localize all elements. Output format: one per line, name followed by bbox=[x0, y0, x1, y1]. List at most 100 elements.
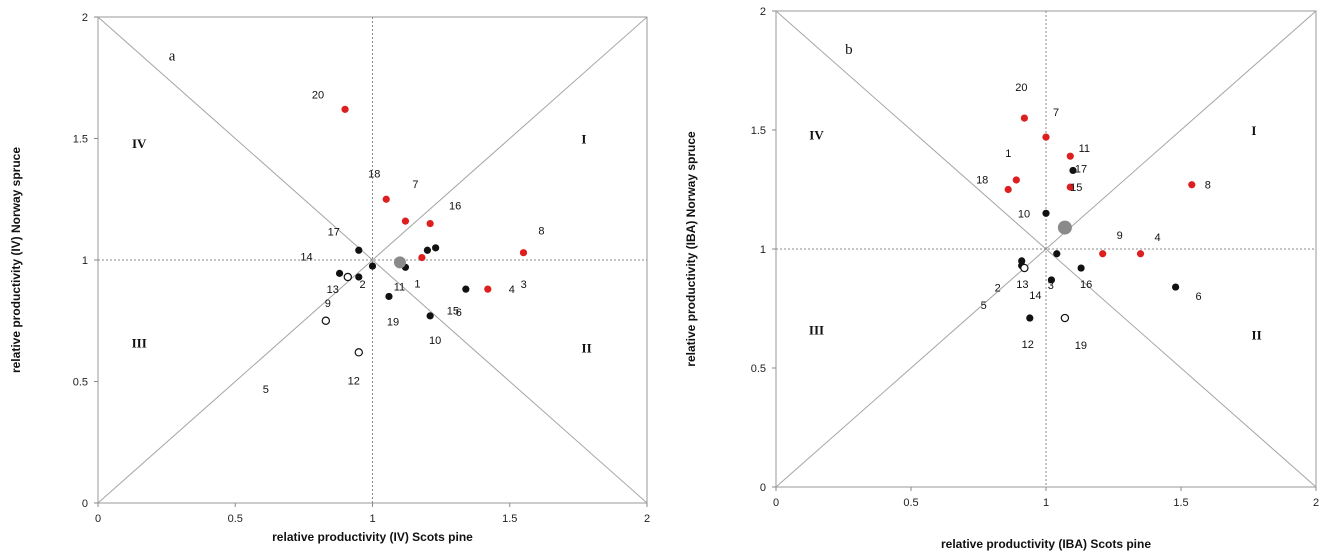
quadrant-label-ii: II bbox=[582, 340, 592, 355]
data-point-label-5: 5 bbox=[263, 384, 269, 396]
data-point-label-5: 5 bbox=[981, 300, 987, 312]
data-point-label-2: 2 bbox=[359, 279, 365, 291]
y-tick-label: 2 bbox=[760, 6, 766, 18]
y-tick-label: 0 bbox=[82, 498, 88, 510]
data-point-8 bbox=[519, 249, 528, 257]
x-tick-label: 0 bbox=[95, 513, 101, 525]
data-point-label-3: 3 bbox=[1048, 280, 1054, 292]
data-point-4 bbox=[484, 285, 492, 293]
data-point-label-13: 13 bbox=[1016, 279, 1028, 291]
data-point-6 bbox=[462, 285, 470, 293]
data-point-11 bbox=[423, 246, 431, 254]
y-axis-label: relative productivity (IV) Norway spruce bbox=[9, 147, 23, 373]
data-point-label-1: 1 bbox=[414, 278, 420, 290]
x-tick-label: 1 bbox=[369, 513, 375, 525]
data-point-4 bbox=[1136, 250, 1145, 258]
y-tick-label: 2 bbox=[82, 12, 88, 24]
x-tick-label: 2 bbox=[1313, 497, 1319, 509]
data-point-label-8: 8 bbox=[538, 226, 544, 238]
data-point-1 bbox=[1012, 176, 1020, 184]
x-tick-label: 0 bbox=[773, 497, 779, 509]
data-point-label-11: 11 bbox=[394, 281, 405, 293]
quadrant-label-ii: II bbox=[1252, 327, 1262, 342]
data-point-label-16: 16 bbox=[1080, 279, 1092, 291]
data-point-label-17: 17 bbox=[328, 226, 340, 238]
data-point-16 bbox=[1077, 264, 1085, 272]
data-point-6 bbox=[1172, 283, 1180, 291]
data-point-7 bbox=[1042, 133, 1050, 141]
quadrant-label-iii: III bbox=[809, 323, 824, 338]
diagonal-line-falling bbox=[97, 16, 648, 504]
data-point-label-16: 16 bbox=[449, 201, 461, 213]
data-point-label-8: 8 bbox=[1205, 180, 1211, 192]
data-point-label-4: 4 bbox=[1154, 232, 1160, 244]
data-point-14 bbox=[1047, 276, 1055, 284]
data-point-label-19: 19 bbox=[1075, 340, 1087, 352]
quadrant-label-iv: IV bbox=[132, 136, 147, 151]
data-point-16 bbox=[426, 219, 434, 228]
y-tick-label: 0 bbox=[760, 482, 766, 494]
data-point-13 bbox=[343, 272, 352, 282]
x-tick-label: 2 bbox=[644, 513, 650, 525]
data-point-label-15: 15 bbox=[447, 306, 459, 318]
data-point-label-2: 2 bbox=[995, 283, 1001, 295]
data-point-15 bbox=[1066, 183, 1074, 191]
data-point-label-12: 12 bbox=[1022, 339, 1034, 351]
data-point-label-19: 19 bbox=[387, 316, 399, 328]
y-tick-label: 1.5 bbox=[751, 125, 766, 137]
data-point-label-7: 7 bbox=[1053, 107, 1059, 119]
quadrant-label-iv: IV bbox=[809, 128, 824, 143]
x-tick-label: 0.5 bbox=[903, 497, 918, 509]
data-point-8 bbox=[1188, 181, 1196, 189]
data-point-14 bbox=[335, 269, 344, 277]
data-point-17 bbox=[355, 246, 363, 254]
data-point-5 bbox=[321, 316, 331, 325]
data-point-label-12: 12 bbox=[348, 375, 360, 387]
y-tick-label: 1 bbox=[760, 244, 766, 256]
data-point-3 bbox=[432, 244, 440, 252]
data-point-label-6: 6 bbox=[456, 307, 462, 319]
data-point-label-17: 17 bbox=[1075, 163, 1087, 175]
data-point-12 bbox=[354, 348, 363, 357]
data-point-label-14: 14 bbox=[1029, 290, 1041, 302]
y-tick-label: 0.5 bbox=[751, 363, 766, 375]
data-point-18 bbox=[1004, 185, 1012, 194]
x-axis-label: relative productivity (IBA) Scots pine bbox=[941, 537, 1151, 551]
x-tick-label: 1.5 bbox=[502, 513, 517, 525]
x-tick-label: 1.5 bbox=[1173, 497, 1188, 509]
data-point-label-20: 20 bbox=[1015, 82, 1027, 94]
y-tick-label: 1 bbox=[82, 255, 88, 267]
data-point-label-9: 9 bbox=[325, 298, 331, 310]
data-point-15 bbox=[418, 253, 426, 262]
data-point-label-7: 7 bbox=[412, 179, 418, 191]
data-point-9 bbox=[1099, 250, 1107, 258]
data-point-7 bbox=[401, 217, 410, 225]
data-point-label-6: 6 bbox=[1196, 291, 1202, 303]
mean-point bbox=[1057, 220, 1072, 235]
data-point-label-18: 18 bbox=[976, 175, 988, 187]
data-point-label-4: 4 bbox=[509, 284, 515, 296]
data-point-10 bbox=[1042, 209, 1050, 217]
data-point-18 bbox=[382, 195, 390, 203]
data-point-17 bbox=[1069, 166, 1077, 175]
data-point-2 bbox=[368, 262, 377, 270]
data-point-label-15: 15 bbox=[1070, 182, 1082, 194]
data-point-19 bbox=[1060, 313, 1070, 323]
y-axis-label: relative productivity (IBA) Norway spruc… bbox=[684, 131, 698, 367]
data-point-label-1: 1 bbox=[1005, 148, 1011, 160]
data-point-12 bbox=[1026, 314, 1034, 322]
data-point-label-20: 20 bbox=[312, 89, 324, 101]
data-point-label-10: 10 bbox=[1018, 208, 1030, 220]
data-point-20 bbox=[1020, 114, 1028, 122]
x-axis-label: relative productivity (IV) Scots pine bbox=[272, 530, 473, 544]
data-point-19 bbox=[385, 292, 393, 301]
data-point-13 bbox=[1020, 263, 1029, 273]
panel-label: b bbox=[845, 42, 853, 58]
data-point-3 bbox=[1053, 250, 1061, 258]
data-point-label-13: 13 bbox=[327, 284, 339, 296]
panel-label: a bbox=[169, 49, 176, 65]
data-point-label-11: 11 bbox=[1079, 143, 1090, 155]
data-point-label-9: 9 bbox=[1117, 230, 1123, 242]
